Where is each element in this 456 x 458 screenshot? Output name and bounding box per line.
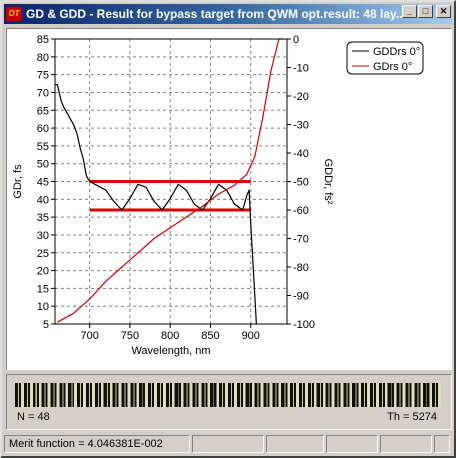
y-tick-label: 25: [37, 248, 49, 260]
legend: GDDrs 0° GDrs 0°: [347, 42, 423, 74]
y2-tick-label: -10: [293, 63, 309, 75]
y-tick-label: 15: [37, 283, 49, 295]
y-tick-label: 75: [37, 70, 49, 82]
x-tick-label: 750: [121, 330, 139, 342]
y2-tick-label: -20: [293, 91, 309, 103]
minimize-button[interactable]: _: [402, 5, 417, 18]
x-tick-label: 850: [201, 330, 219, 342]
y-tick-label: 45: [37, 177, 49, 189]
status-cell-5: [380, 435, 432, 453]
status-cell-3: [266, 435, 324, 453]
layer-structure-panel: N = 48 Th = 5274: [6, 374, 452, 430]
gd-gdd-chart: 700 750 800 850 9005101520253035404550556065…: [7, 29, 451, 369]
x-tick-label: 800: [161, 330, 179, 342]
y-tick-label: 35: [37, 212, 49, 224]
status-bar: Merit function = 4.046381E-002: [4, 434, 452, 454]
layer-count: N = 48: [17, 411, 50, 423]
y-tick-label: 70: [37, 87, 49, 99]
y2-tick-label: -50: [293, 177, 309, 189]
y-tick-label: 30: [37, 230, 49, 242]
x-tick-label: 700: [80, 330, 98, 342]
window-title: GD & GDD - Result for bypass target from…: [26, 7, 452, 21]
app-icon: OT: [6, 7, 22, 21]
y2-tick-label: -30: [293, 120, 309, 132]
y2-tick-label: -100: [293, 319, 315, 331]
title-bar[interactable]: OT GD & GDD - Result for bypass target f…: [4, 4, 452, 24]
status-cell-4: [326, 435, 378, 453]
legend-label-gdd: GDDrs 0°: [373, 46, 420, 58]
y-tick-label: 60: [37, 123, 49, 135]
y-tick-label: 50: [37, 159, 49, 171]
y2-tick-label: -40: [293, 148, 309, 160]
close-button[interactable]: ✕: [436, 5, 451, 18]
y-tick-label: 55: [37, 141, 49, 153]
merit-function-status: Merit function = 4.046381E-002: [4, 435, 190, 453]
x-axis-label: Wavelength, nm: [131, 345, 210, 357]
y-axis-label: GDr, fs: [12, 164, 24, 199]
resize-grip[interactable]: [434, 435, 450, 453]
physical-thickness: Th = 5274: [387, 411, 437, 423]
layer-structure-strip[interactable]: [15, 383, 441, 407]
y-tick-label: 10: [37, 301, 49, 313]
y2-axis-label: GDDr, fs²: [322, 159, 334, 205]
y-tick-label: 80: [37, 52, 49, 64]
y2-tick-label: -60: [293, 205, 309, 217]
y2-tick-label: -90: [293, 291, 309, 303]
plot-panel: 700 750 800 850 900 5 10 15 20 25 30 35 40 45 50 55 60 65…: [6, 28, 452, 370]
y-tick-label: 40: [37, 194, 49, 206]
status-cell-2: [192, 435, 264, 453]
y-tick-label: 5: [43, 319, 49, 331]
y2-tick-label: -70: [293, 234, 309, 246]
y-tick-label: 65: [37, 105, 49, 117]
maximize-button[interactable]: □: [418, 5, 433, 18]
y2-tick-label: -80: [293, 262, 309, 274]
y-tick-label: 20: [37, 266, 49, 278]
legend-label-gd: GDrs 0°: [373, 61, 412, 73]
x-tick-label: 900: [242, 330, 260, 342]
y-tick-label: 85: [37, 34, 49, 46]
y2-tick-label: 0: [293, 34, 299, 46]
